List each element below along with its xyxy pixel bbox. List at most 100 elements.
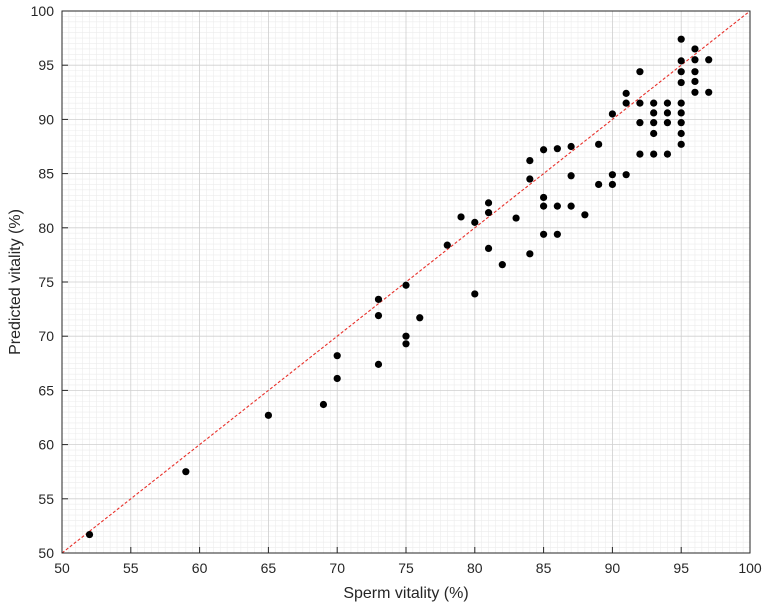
y-tick-label: 70 — [38, 328, 54, 344]
data-point — [663, 99, 672, 107]
plot-frame — [61, 10, 751, 554]
data-points — [85, 35, 713, 539]
data-point — [691, 56, 699, 64]
data-point — [650, 129, 658, 138]
data-point — [540, 193, 548, 202]
data-point — [622, 89, 630, 97]
x-tick-label: 50 — [54, 560, 70, 576]
x-tick-label: 85 — [536, 560, 552, 576]
data-point — [677, 99, 685, 107]
y-tick-label: 100 — [31, 3, 55, 19]
data-point — [498, 261, 506, 269]
data-point — [677, 78, 685, 87]
data-point — [581, 211, 589, 219]
data-point — [677, 119, 685, 127]
data-point — [553, 202, 561, 210]
y-tick-label: 85 — [38, 166, 54, 182]
data-point — [677, 57, 685, 65]
data-point — [705, 56, 713, 64]
data-point — [608, 110, 617, 118]
y-tick-label: 95 — [38, 57, 54, 73]
data-point — [622, 171, 630, 179]
data-point — [540, 146, 548, 154]
data-point — [691, 45, 699, 53]
data-point — [374, 312, 383, 320]
x-tick-label: 60 — [192, 560, 208, 576]
data-point — [182, 468, 190, 476]
data-point — [540, 202, 548, 210]
data-point — [333, 352, 341, 360]
y-axis-label: Predicted vitality (%) — [7, 209, 24, 355]
data-point — [402, 340, 410, 348]
data-point — [595, 140, 603, 148]
y-tick-label: 90 — [38, 111, 54, 127]
data-point — [567, 202, 575, 210]
x-tick-label: 90 — [605, 560, 621, 576]
data-point — [622, 99, 630, 107]
data-point — [567, 142, 575, 151]
y-tick-label: 65 — [38, 382, 54, 398]
data-point — [663, 109, 672, 117]
data-point — [402, 281, 410, 289]
data-point — [457, 213, 465, 221]
data-point — [333, 374, 341, 383]
data-point — [374, 295, 383, 303]
x-axis-label: Sperm vitality (%) — [343, 585, 468, 602]
data-point — [677, 109, 685, 117]
y-tick-label: 75 — [38, 274, 54, 290]
data-point — [540, 230, 548, 238]
x-tick-label: 75 — [398, 560, 414, 576]
y-tick-label: 80 — [38, 220, 54, 236]
data-point — [402, 332, 410, 340]
data-point — [471, 290, 479, 298]
data-point — [650, 99, 658, 107]
y-tick-label: 50 — [38, 545, 54, 561]
data-point — [636, 119, 644, 127]
data-point — [677, 140, 685, 148]
y-tick-labels: 50 55 60 65 70 75 80 85 90 95 100 — [31, 3, 55, 561]
data-point — [691, 77, 699, 86]
data-point — [677, 35, 685, 43]
data-point — [636, 99, 644, 107]
data-point — [677, 68, 685, 76]
x-tick-label: 100 — [738, 560, 762, 576]
data-point — [553, 145, 561, 153]
x-tick-label: 55 — [123, 560, 139, 576]
data-point — [650, 119, 658, 127]
x-tick-label: 65 — [261, 560, 277, 576]
data-point — [650, 150, 658, 158]
y-tick-label: 55 — [38, 491, 54, 507]
data-point — [691, 68, 699, 76]
data-point — [526, 175, 534, 183]
data-point — [691, 88, 699, 96]
data-point — [705, 88, 713, 96]
data-point — [484, 199, 493, 207]
data-point — [663, 119, 672, 127]
data-point — [650, 109, 658, 117]
data-point — [636, 150, 644, 158]
data-point — [319, 400, 328, 409]
data-point — [567, 172, 575, 180]
x-tick-label: 70 — [329, 560, 345, 576]
x-tick-label: 80 — [467, 560, 483, 576]
y-tick-label: 60 — [38, 437, 54, 453]
x-tick-labels: 50 55 60 65 70 75 80 85 90 95 100 — [54, 560, 762, 576]
data-point — [677, 129, 685, 138]
data-point — [608, 180, 617, 189]
data-point — [484, 209, 493, 217]
data-point — [553, 230, 561, 238]
data-point — [416, 314, 424, 322]
data-point — [595, 180, 603, 189]
data-point — [608, 171, 617, 179]
data-point — [443, 241, 451, 249]
data-point — [636, 68, 644, 76]
x-tick-label: 95 — [673, 560, 689, 576]
data-point — [512, 214, 520, 222]
data-point — [85, 530, 94, 539]
data-point — [471, 218, 479, 226]
data-point — [526, 156, 534, 165]
data-point — [526, 250, 534, 258]
data-point — [264, 411, 272, 419]
data-point — [374, 360, 383, 368]
